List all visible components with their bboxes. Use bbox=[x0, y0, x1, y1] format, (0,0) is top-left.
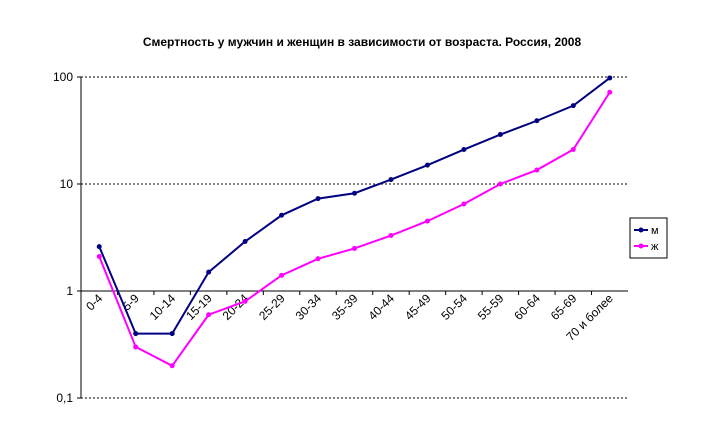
point bbox=[242, 298, 248, 304]
legend-marker bbox=[638, 243, 644, 249]
point bbox=[279, 272, 285, 278]
point bbox=[96, 244, 102, 250]
point bbox=[607, 89, 613, 95]
x-tick-label: 35-39 bbox=[329, 291, 361, 323]
point bbox=[534, 167, 540, 173]
point bbox=[206, 269, 212, 275]
series-line bbox=[98, 91, 611, 368]
point bbox=[279, 212, 285, 218]
y-tick-label: 1 bbox=[66, 284, 73, 298]
point bbox=[352, 245, 357, 251]
point bbox=[388, 177, 394, 183]
point bbox=[169, 331, 175, 337]
x-tick-label: 60-64 bbox=[511, 291, 543, 323]
legend-label: ж bbox=[651, 241, 659, 253]
legend-box bbox=[629, 217, 668, 259]
x-tick-label: 10-14 bbox=[147, 291, 179, 323]
point bbox=[534, 118, 540, 124]
point bbox=[570, 103, 576, 109]
x-tick-label: 55-59 bbox=[475, 291, 507, 323]
point bbox=[461, 201, 467, 207]
point bbox=[242, 239, 248, 245]
x-tick-label: 30-34 bbox=[293, 291, 325, 323]
point bbox=[352, 190, 357, 196]
point bbox=[424, 218, 430, 224]
point bbox=[424, 162, 430, 168]
x-tick-label: 0-4 bbox=[83, 291, 105, 313]
point bbox=[388, 233, 394, 239]
point bbox=[607, 75, 613, 81]
point bbox=[497, 132, 503, 138]
point bbox=[96, 254, 102, 260]
point bbox=[315, 256, 321, 262]
point bbox=[570, 147, 576, 153]
y-tick-label: 10 bbox=[60, 177, 74, 191]
legend-marker bbox=[638, 227, 644, 233]
x-tick-label: 20-24 bbox=[220, 291, 252, 323]
x-tick-label: 65-69 bbox=[548, 291, 580, 323]
x-tick-label: 45-49 bbox=[402, 291, 434, 323]
point bbox=[133, 344, 139, 350]
point bbox=[169, 363, 175, 369]
point bbox=[206, 312, 212, 318]
chart-title: Смертность у мужчин и женщин в зависимос… bbox=[143, 35, 582, 49]
point bbox=[133, 331, 139, 337]
x-tick-label: 50-54 bbox=[438, 291, 470, 323]
point bbox=[461, 147, 467, 153]
y-tick-label: 100 bbox=[53, 70, 73, 84]
y-tick-label: 0,1 bbox=[56, 391, 73, 405]
x-tick-label: 40-44 bbox=[365, 291, 397, 323]
point bbox=[315, 196, 321, 202]
point bbox=[497, 181, 503, 187]
legend-label: м bbox=[651, 225, 659, 237]
x-tick-label: 25-29 bbox=[256, 291, 288, 323]
